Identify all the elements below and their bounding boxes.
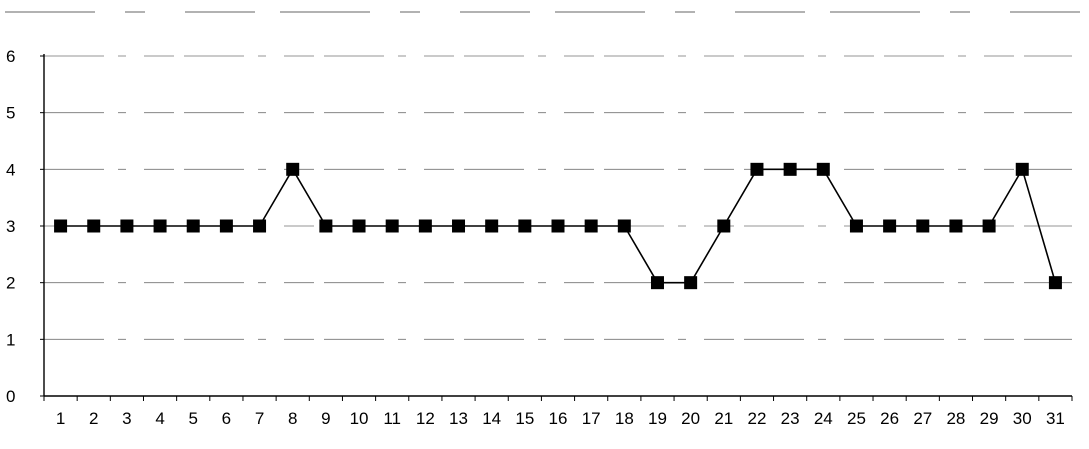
y-tick-label: 6 xyxy=(6,47,15,66)
x-tick-label: 11 xyxy=(383,409,401,428)
x-tick-label: 3 xyxy=(122,409,131,428)
x-tick-label: 10 xyxy=(350,409,369,428)
x-tick-label: 12 xyxy=(416,409,435,428)
data-point-marker xyxy=(186,219,200,233)
data-point-marker xyxy=(352,219,366,233)
x-tick-label: 27 xyxy=(913,409,932,428)
data-series xyxy=(54,162,1062,290)
data-point-marker xyxy=(949,219,963,233)
y-tick-label: 2 xyxy=(6,274,15,293)
x-tick-label: 29 xyxy=(980,409,999,428)
data-point-marker xyxy=(816,162,830,176)
data-point-marker xyxy=(617,219,631,233)
x-tick-label: 8 xyxy=(288,409,297,428)
x-tick-label: 26 xyxy=(880,409,899,428)
data-point-marker xyxy=(253,219,267,233)
x-tick-label: 7 xyxy=(255,409,264,428)
x-axis-tick-labels: 1 2 3 4 5 6 7 8 9 10 11 12 13 14 15 16 17 18 19 20 21 22 23 24 2… xyxy=(56,409,1065,428)
x-tick-label: 15 xyxy=(515,409,534,428)
y-tick-label: 1 xyxy=(6,330,15,349)
x-tick-label: 4 xyxy=(155,409,164,428)
data-point-marker xyxy=(219,219,233,233)
x-tick-label: 14 xyxy=(482,409,501,428)
y-tick-label: 0 xyxy=(6,387,15,406)
x-tick-label: 1 xyxy=(56,409,65,428)
data-point-marker xyxy=(54,219,68,233)
data-point-marker xyxy=(916,219,930,233)
y-axis-tick-labels: 0 1 2 3 4 5 6 xyxy=(6,47,15,406)
x-tick-label: 31 xyxy=(1046,409,1065,428)
axes xyxy=(40,54,1073,401)
data-point-marker xyxy=(584,219,598,233)
x-tick-label: 19 xyxy=(648,409,667,428)
data-point-marker xyxy=(418,219,432,233)
data-point-marker xyxy=(385,219,399,233)
data-point-marker xyxy=(982,219,996,233)
y-tick-label: 5 xyxy=(6,104,15,123)
x-tick-label: 30 xyxy=(1013,409,1032,428)
y-tick-label: 4 xyxy=(6,160,15,179)
data-point-marker xyxy=(319,219,333,233)
data-point-marker xyxy=(783,162,797,176)
x-tick-label: 9 xyxy=(321,409,330,428)
data-point-marker xyxy=(518,219,532,233)
data-point-marker xyxy=(1048,276,1062,290)
data-point-marker xyxy=(849,219,863,233)
x-tick-label: 22 xyxy=(748,409,767,428)
data-point-marker xyxy=(717,219,731,233)
data-point-marker xyxy=(750,162,764,176)
x-tick-label: 17 xyxy=(582,409,601,428)
x-tick-label: 5 xyxy=(188,409,197,428)
x-tick-label: 20 xyxy=(681,409,700,428)
data-point-marker xyxy=(883,219,897,233)
x-tick-label: 25 xyxy=(847,409,866,428)
x-tick-label: 21 xyxy=(714,409,733,428)
x-tick-label: 16 xyxy=(549,409,568,428)
x-tick-label: 24 xyxy=(814,409,833,428)
data-point-marker xyxy=(120,219,134,233)
x-tick-label: 28 xyxy=(946,409,965,428)
data-point-marker xyxy=(452,219,466,233)
data-point-marker xyxy=(286,162,300,176)
data-point-marker xyxy=(153,219,167,233)
x-tick-label: 18 xyxy=(615,409,634,428)
x-tick-label: 23 xyxy=(781,409,800,428)
x-tick-label: 13 xyxy=(449,409,468,428)
x-tick-label: 2 xyxy=(89,409,98,428)
data-point-marker xyxy=(485,219,499,233)
data-point-marker xyxy=(551,219,565,233)
data-point-marker xyxy=(87,219,101,233)
data-point-marker xyxy=(684,276,698,290)
gridlines xyxy=(44,55,1072,340)
x-tick-label: 6 xyxy=(222,409,231,428)
data-point-marker xyxy=(1015,162,1029,176)
y-tick-label: 3 xyxy=(6,217,15,236)
data-point-marker xyxy=(650,276,664,290)
